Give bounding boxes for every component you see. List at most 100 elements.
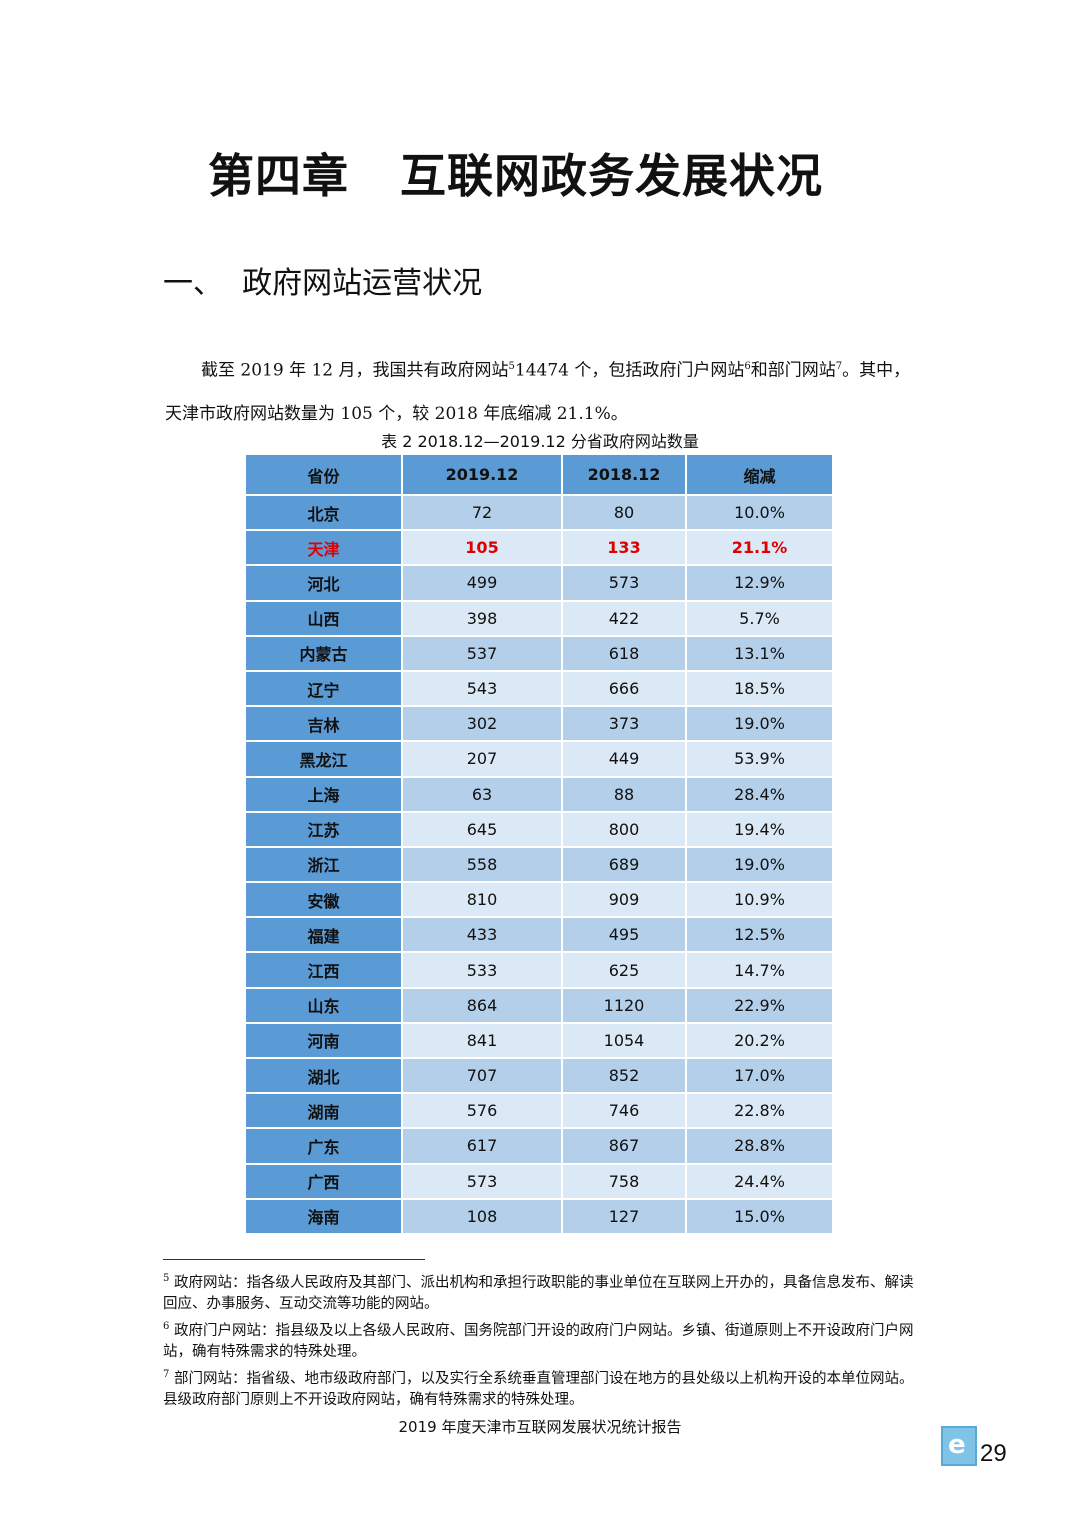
table-cell: 398: [403, 601, 561, 635]
table-cell: 18.5%: [687, 671, 832, 706]
table-cell: 10.0%: [687, 496, 832, 530]
table-row: 山西 398 422 5.7%: [246, 601, 832, 635]
table-cell: 63: [403, 777, 561, 811]
table-cell: 20.2%: [687, 1023, 832, 1057]
body-paragraph: 截至 2019 年 12 月，我国共有政府网站514474 个，包括政府门户网站…: [165, 345, 920, 436]
table-cell: 21.1%: [687, 531, 832, 565]
province-cell: 广西: [246, 1164, 401, 1198]
table-cell: 533: [403, 953, 561, 987]
table-cell: 746: [563, 1094, 685, 1128]
table-cell: 10.9%: [687, 883, 832, 917]
footnote-number: 5: [163, 1273, 170, 1284]
column-header: 省份: [246, 455, 401, 494]
table-cell: 17.0%: [687, 1059, 832, 1093]
table-cell: 28.4%: [687, 777, 832, 811]
table-row: 山东 864 1120 22.9%: [246, 988, 832, 1022]
province-website-table: 省份 2019.12 2018.12 缩减 北京 72 80 10.0% 天津 105 133 21…: [244, 453, 834, 1235]
table-cell: 573: [403, 1164, 561, 1198]
footnote-text: 政府网站：指各级人民政府及其部门、派出机构和承担行政职能的事业单位在互联网上开办…: [163, 1274, 914, 1313]
section-title: 一、 政府网站运营状况: [163, 266, 483, 301]
table-row: 福建 433 495 12.5%: [246, 918, 832, 952]
table-row: 浙江 558 689 19.0%: [246, 847, 832, 882]
table-cell: 543: [403, 671, 561, 706]
table-cell: 72: [403, 496, 561, 530]
table-cell: 499: [403, 566, 561, 600]
province-cell: 湖南: [246, 1094, 401, 1128]
table-cell: 689: [563, 847, 685, 882]
province-cell: 吉林: [246, 707, 401, 741]
report-logo-icon: e: [941, 1426, 977, 1466]
table-row: 广西 573 758 24.4%: [246, 1164, 832, 1198]
table-row: 河南 841 1054 20.2%: [246, 1023, 832, 1057]
table-row: 海南 108 127 15.0%: [246, 1199, 832, 1233]
table-cell: 841: [403, 1023, 561, 1057]
table-row: 天津 105 133 21.1%: [246, 531, 832, 565]
table-cell: 625: [563, 953, 685, 987]
table-cell: 24.4%: [687, 1164, 832, 1198]
table-cell: 12.9%: [687, 566, 832, 600]
table-cell: 617: [403, 1129, 561, 1163]
table-cell: 618: [563, 636, 685, 670]
province-cell: 江苏: [246, 812, 401, 846]
table-cell: 800: [563, 812, 685, 846]
province-cell: 安徽: [246, 883, 401, 917]
table-cell: 810: [403, 883, 561, 917]
table-row: 北京 72 80 10.0%: [246, 496, 832, 530]
table-cell: 133: [563, 531, 685, 565]
table-cell: 666: [563, 671, 685, 706]
table-cell: 53.9%: [687, 742, 832, 776]
table-cell: 758: [563, 1164, 685, 1198]
table-row: 黑龙江 207 449 53.9%: [246, 742, 832, 776]
table-cell: 576: [403, 1094, 561, 1128]
table-row: 湖北 707 852 17.0%: [246, 1059, 832, 1093]
table-row: 广东 617 867 28.8%: [246, 1129, 832, 1163]
table-row: 吉林 302 373 19.0%: [246, 707, 832, 741]
text: 。其中，天津市政府网站数量为 105 个，较 2018 年底缩减 21.1%。: [165, 360, 911, 424]
table-cell: 105: [403, 531, 561, 565]
table-cell: 495: [563, 918, 685, 952]
footnote: 5 政府网站：指各级人民政府及其部门、派出机构和承担行政职能的事业单位在互联网上…: [163, 1268, 915, 1316]
table-cell: 22.9%: [687, 988, 832, 1022]
footnote-divider: [163, 1259, 425, 1260]
province-cell: 辽宁: [246, 671, 401, 706]
footnote-ref: 6: [744, 361, 751, 372]
table-cell: 88: [563, 777, 685, 811]
table-cell: 12.5%: [687, 918, 832, 952]
table-cell: 22.8%: [687, 1094, 832, 1128]
table-caption: 表 2 2018.12—2019.12 分省政府网站数量: [381, 432, 699, 451]
table-cell: 14.7%: [687, 953, 832, 987]
table-cell: 909: [563, 883, 685, 917]
footnotes: 5 政府网站：指各级人民政府及其部门、派出机构和承担行政职能的事业单位在互联网上…: [163, 1268, 915, 1411]
page-footer: 2019 年度天津市互联网发展状况统计报告: [398, 1418, 682, 1436]
table-cell: 422: [563, 601, 685, 635]
province-cell: 山西: [246, 601, 401, 635]
logo-letter: e: [948, 1430, 966, 1460]
footnote-ref: 7: [835, 361, 843, 372]
table-cell: 19.0%: [687, 707, 832, 741]
table-row: 湖南 576 746 22.8%: [246, 1094, 832, 1128]
footnote: 7 部门网站：指省级、地市级政府部门，以及实行全系统垂直管理部门设在地方的县处级…: [163, 1364, 915, 1412]
table-row: 江西 533 625 14.7%: [246, 953, 832, 987]
footnote-number: 6: [163, 1320, 170, 1332]
table-cell: 28.8%: [687, 1129, 832, 1163]
table-cell: 127: [563, 1199, 685, 1233]
table-cell: 449: [563, 742, 685, 776]
province-cell: 福建: [246, 918, 401, 952]
table-row: 上海 63 88 28.4%: [246, 777, 832, 811]
table-row: 内蒙古 537 618 13.1%: [246, 636, 832, 670]
table-cell: 13.1%: [687, 636, 832, 670]
table-cell: 302: [403, 707, 561, 741]
table-cell: 80: [563, 496, 685, 530]
text: 截至 2019 年 12 月，我国共有政府网站: [201, 360, 509, 381]
table-cell: 864: [403, 988, 561, 1022]
province-cell: 天津: [246, 531, 401, 565]
table-cell: 373: [563, 707, 685, 741]
table-cell: 867: [563, 1129, 685, 1163]
table-cell: 537: [403, 636, 561, 670]
province-cell: 内蒙古: [246, 636, 401, 670]
table-cell: 207: [403, 742, 561, 776]
table-cell: 707: [403, 1059, 561, 1093]
footnote: 6 政府门户网站：指县级及以上各级人民政府、国务院部门开设的政府门户网站。乡镇、…: [163, 1316, 915, 1364]
table-row: 辽宁 543 666 18.5%: [246, 671, 832, 706]
